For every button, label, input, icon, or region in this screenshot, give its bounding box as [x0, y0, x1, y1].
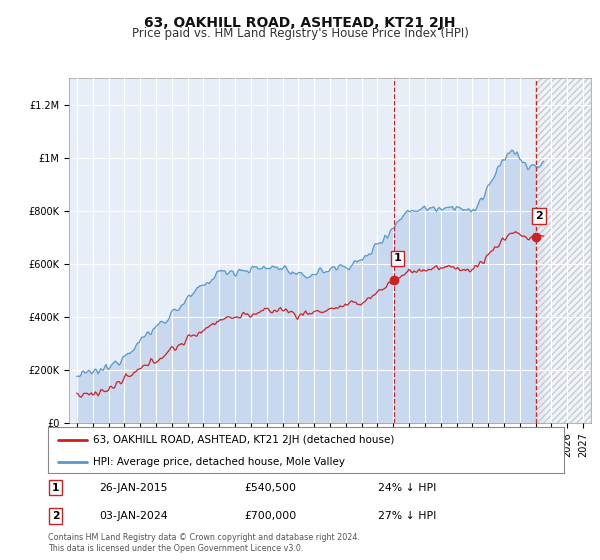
Text: HPI: Average price, detached house, Mole Valley: HPI: Average price, detached house, Mole… — [94, 457, 346, 466]
Text: 63, OAKHILL ROAD, ASHTEAD, KT21 2JH (detached house): 63, OAKHILL ROAD, ASHTEAD, KT21 2JH (det… — [94, 435, 395, 445]
Text: 2: 2 — [535, 211, 543, 221]
Text: Contains HM Land Registry data © Crown copyright and database right 2024.
This d: Contains HM Land Registry data © Crown c… — [48, 533, 360, 553]
Text: 26-JAN-2015: 26-JAN-2015 — [100, 483, 168, 493]
Text: 2: 2 — [52, 511, 59, 521]
Text: 03-JAN-2024: 03-JAN-2024 — [100, 511, 168, 521]
Text: £700,000: £700,000 — [244, 511, 296, 521]
Text: £540,500: £540,500 — [244, 483, 296, 493]
Text: 1: 1 — [394, 254, 401, 263]
Text: 63, OAKHILL ROAD, ASHTEAD, KT21 2JH: 63, OAKHILL ROAD, ASHTEAD, KT21 2JH — [144, 16, 456, 30]
Text: 1: 1 — [52, 483, 59, 493]
Text: 27% ↓ HPI: 27% ↓ HPI — [378, 511, 437, 521]
Text: Price paid vs. HM Land Registry's House Price Index (HPI): Price paid vs. HM Land Registry's House … — [131, 27, 469, 40]
Text: 24% ↓ HPI: 24% ↓ HPI — [378, 483, 437, 493]
